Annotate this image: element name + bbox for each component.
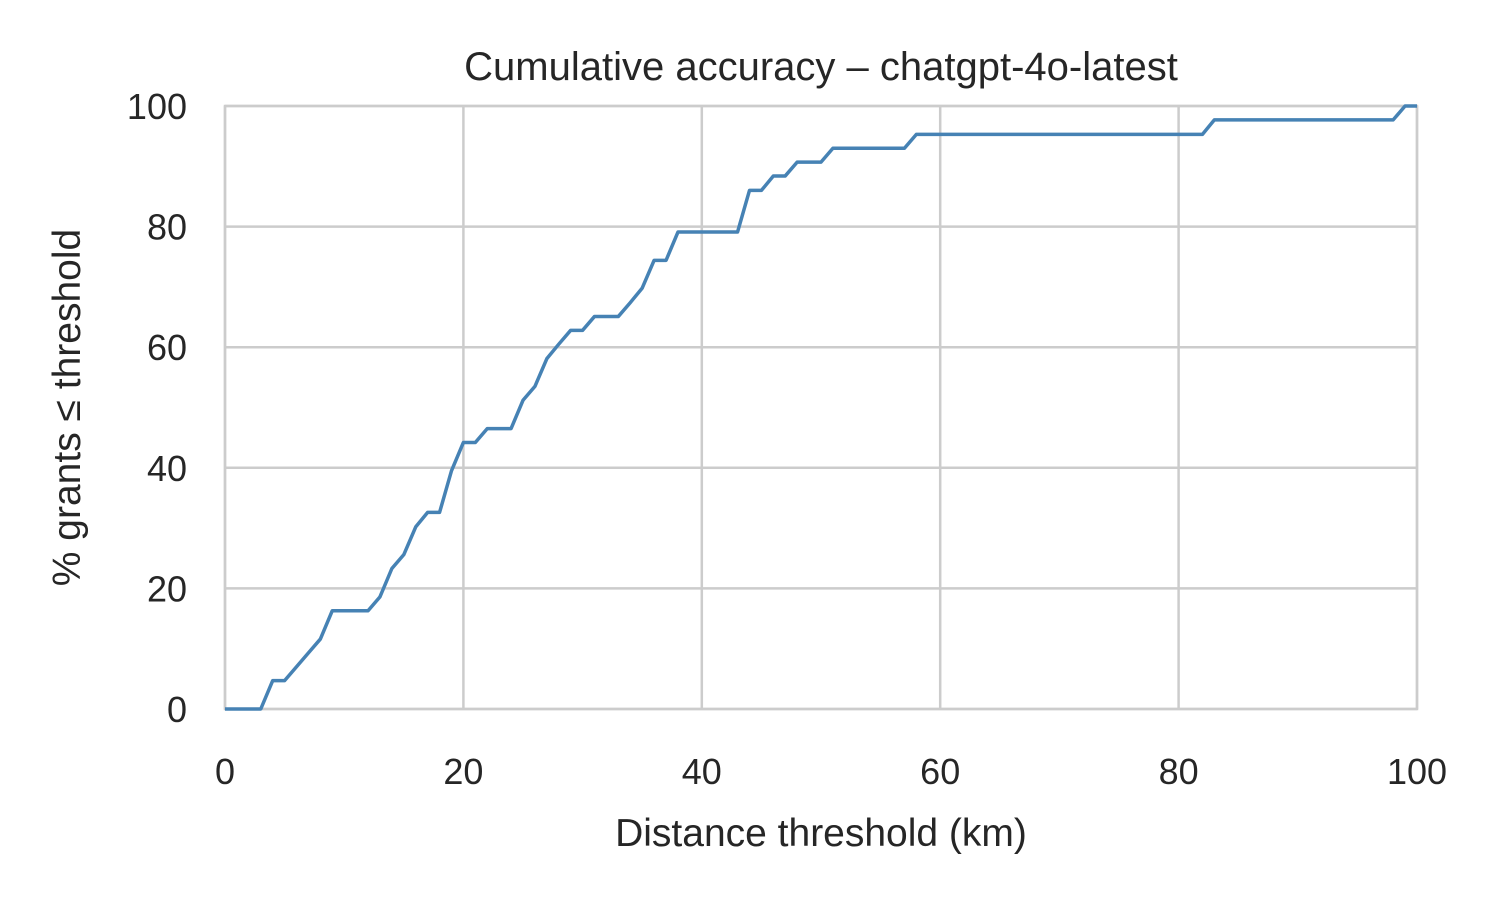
x-tick-label: 60 <box>920 751 960 792</box>
y-axis-label: % grants ≤ threshold <box>46 229 89 586</box>
y-tick-label: 60 <box>147 327 187 368</box>
y-tick-label: 20 <box>147 568 187 609</box>
x-tick-labels: 0 20 40 60 80 100 <box>215 751 1447 792</box>
y-tick-label: 0 <box>167 689 187 730</box>
x-tick-label: 80 <box>1159 751 1199 792</box>
x-tick-label: 0 <box>215 751 235 792</box>
x-tick-label: 20 <box>443 751 483 792</box>
grid <box>223 104 1419 711</box>
plot-frame <box>223 104 1419 711</box>
x-tick-label: 100 <box>1387 751 1447 792</box>
y-tick-label: 40 <box>147 448 187 489</box>
x-tick-label: 40 <box>682 751 722 792</box>
y-tick-label: 80 <box>147 207 187 248</box>
y-tick-labels: 0 20 40 60 80 100 <box>127 86 187 730</box>
y-tick-label: 100 <box>127 86 187 127</box>
x-axis-label: Distance threshold (km) <box>615 812 1027 855</box>
chart-title: Cumulative accuracy – chatgpt-4o-latest <box>464 45 1178 89</box>
series-line <box>225 104 1417 711</box>
